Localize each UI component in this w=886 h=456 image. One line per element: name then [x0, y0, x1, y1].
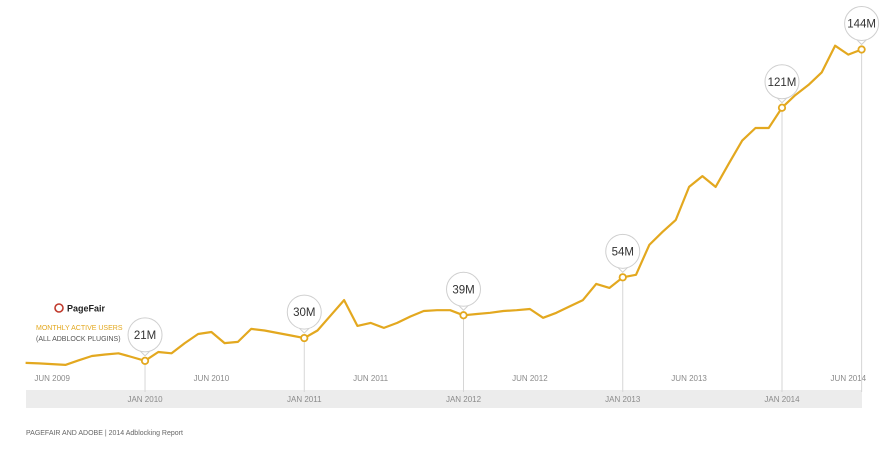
callout-bubble: [844, 6, 880, 41]
line: [25, 44, 862, 366]
marker: [459, 311, 468, 320]
x-tick-label: JUN 2011: [353, 374, 389, 383]
x-tick-label: JUN 2009: [34, 374, 70, 383]
x-tick-label: JAN 2014: [764, 395, 800, 404]
callout-bubble: [764, 64, 800, 100]
data-label: 144M: [847, 19, 876, 31]
axis-band: [26, 390, 862, 408]
data-label: 21M: [134, 330, 156, 342]
x-tick-label: JAN 2011: [287, 395, 322, 404]
legend-label: MONTHLY ACTIVE USERS: [36, 325, 123, 332]
marker: [300, 333, 309, 343]
x-tick-label: JUN 2010: [194, 374, 230, 383]
x-tick-label: JAN 2010: [127, 395, 163, 404]
x-tick-label: JUN 2012: [512, 374, 548, 383]
marker: [618, 273, 627, 282]
callout-bubble: [446, 271, 482, 307]
brand: PageFair: [67, 303, 106, 313]
callout-bubble: [127, 317, 163, 353]
data-label: 54M: [612, 246, 634, 258]
data-label: 39M: [452, 284, 474, 296]
data-label: 121M: [768, 77, 797, 89]
subtitle: (ALL ADBLOCK PLUGINS): [36, 336, 121, 343]
footer: PAGEFAIR AND ADOBE | 2014 Adblocking Rep…: [26, 430, 183, 437]
x-tick-label: JUN 2013: [671, 374, 707, 383]
callout-bubble: [286, 294, 322, 330]
legend: PageFair MONTHLY ACTIVE USERS (ALL ADBLO…: [36, 303, 123, 343]
data-label: 30M: [293, 307, 315, 319]
callout-bubble: [605, 233, 641, 269]
x-tick-label: JAN 2013: [605, 395, 641, 404]
x-tick-label: JAN 2012: [446, 395, 482, 404]
marker: [857, 45, 866, 54]
marker: [777, 103, 787, 112]
brand-icon: [54, 303, 64, 313]
marker: [140, 356, 150, 365]
x-tick-label: JUN 2014: [831, 374, 867, 383]
